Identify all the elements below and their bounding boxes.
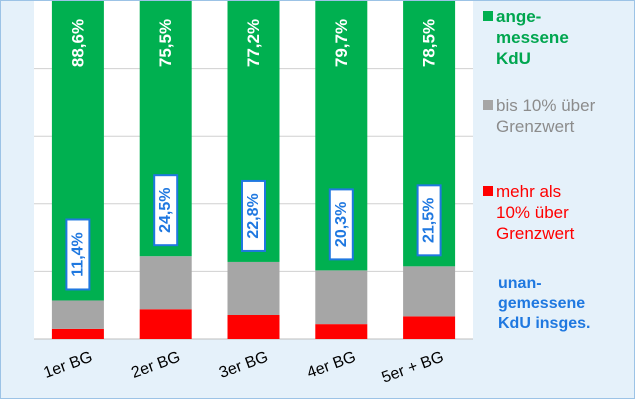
total-label-box <box>153 174 179 247</box>
bar-segment-over-10 <box>403 316 456 339</box>
value-labels: 88,6% 75,5% 77,2% 79,7% 78,5% <box>68 19 438 67</box>
legend-label-over-10: mehr als 10% über Grenzwert <box>496 182 575 243</box>
legend-swatch-appropriate <box>483 11 493 21</box>
top-value-label: 79,7% <box>332 19 351 67</box>
x-tick-label: 2er BG <box>129 349 182 382</box>
legend-item-up-to-10: bis 10% über Grenzwert <box>483 95 595 137</box>
x-tick-label: 1er BG <box>41 349 94 382</box>
total-label-box <box>65 218 91 291</box>
top-value-label: 88,6% <box>68 19 87 67</box>
x-tick-labels: 1er BG 2er BG 3er BG 4er BG 5er + BG <box>41 349 446 387</box>
bar-segment-over-10 <box>51 328 104 339</box>
legend-swatch-up-to-10 <box>483 100 493 110</box>
legend-label-appropriate: ange- messene KdU <box>496 7 569 68</box>
x-tick-label: 4er BG <box>305 349 358 382</box>
top-value-label: 78,5% <box>420 19 439 67</box>
bar-segment-up-to-10 <box>227 261 280 316</box>
x-tick-label: 5er + BG <box>380 349 446 387</box>
total-inappropriate-label: 11,4% <box>69 232 86 276</box>
bar-segment-up-to-10 <box>403 266 456 317</box>
total-inappropriate-label: 21,5% <box>421 198 438 243</box>
total-label-box <box>241 179 266 252</box>
total-label-box <box>416 184 442 257</box>
bar-segment-up-to-10 <box>139 256 192 310</box>
legend-label-total-inappropriate: unan- gemessene KdU insges. <box>498 275 591 332</box>
total-label-box <box>328 188 354 261</box>
bar-segment-over-10 <box>139 309 192 339</box>
top-value-label: 77,2% <box>244 19 263 67</box>
bars <box>51 1 456 339</box>
legend-item-appropriate: ange- messene KdU <box>483 6 569 69</box>
bar-segment-up-to-10 <box>51 300 104 329</box>
total-inappropriate-label: 22,8% <box>245 193 262 238</box>
legend-label-up-to-10: bis 10% über Grenzwert <box>496 96 596 136</box>
x-tick-label: 3er BG <box>217 349 270 382</box>
total-inappropriate-labels: 11,4% 24,5% 22,8% 20,3% 21,5% <box>65 174 442 291</box>
legend-swatch-over-10 <box>483 186 493 196</box>
bar-segment-over-10 <box>227 315 280 339</box>
bar-segment-over-10 <box>315 324 368 339</box>
bar-segment-up-to-10 <box>315 270 368 325</box>
legend-item-over-10: mehr als 10% über Grenzwert <box>483 181 574 244</box>
total-inappropriate-label: 24,5% <box>157 188 174 233</box>
total-inappropriate-label: 20,3% <box>333 202 350 247</box>
top-value-label: 75,5% <box>156 19 175 67</box>
